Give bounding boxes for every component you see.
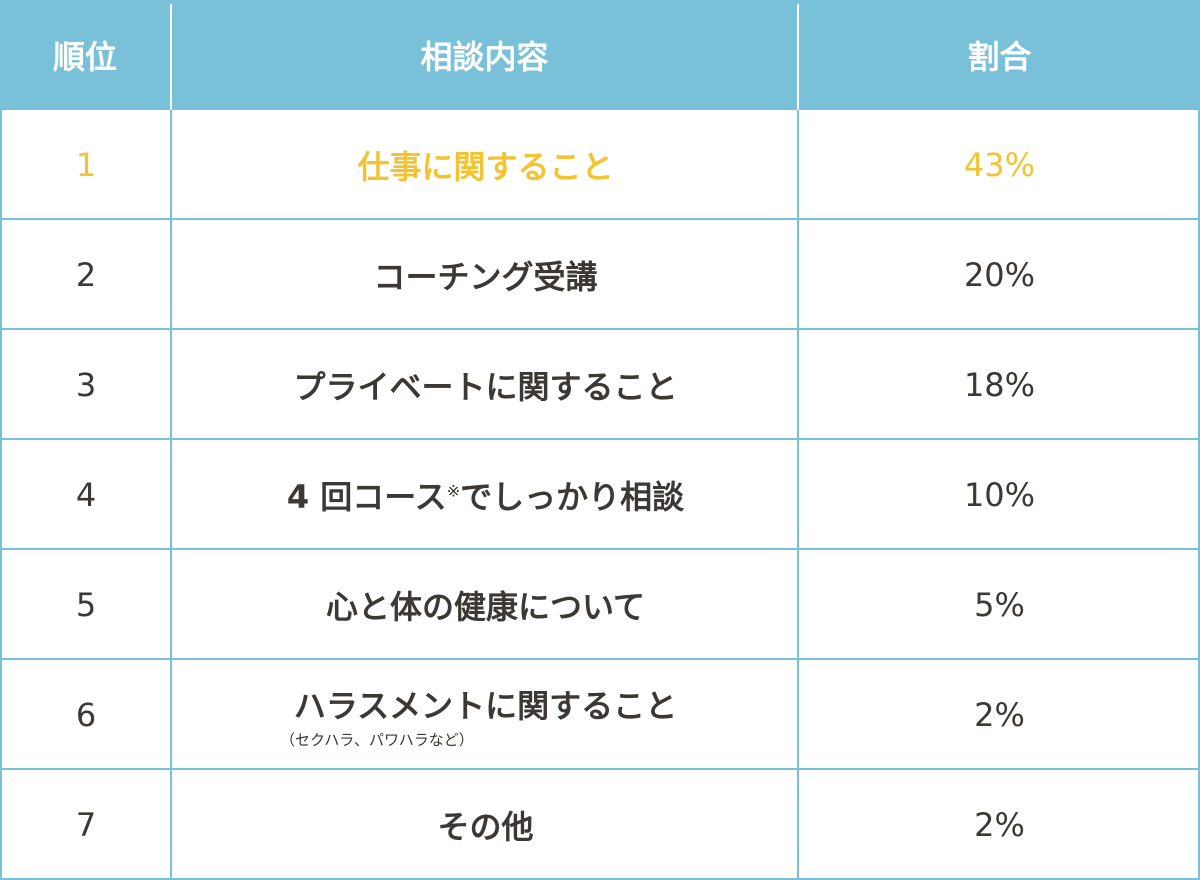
- table-row: 4 4 回コース※でしっかり相談 10%: [0, 440, 1200, 550]
- header-rank: 順位: [52, 38, 117, 76]
- ratio-cell: 18%: [963, 366, 1036, 404]
- row-divider: [0, 328, 1200, 330]
- content-cell: 4 回コース※でしっかり相談: [172, 440, 799, 550]
- column-divider: [797, 110, 799, 880]
- rank-cell: 4: [75, 476, 97, 514]
- ratio-cell: 2%: [974, 806, 1025, 844]
- content-suffix: でしっかり相談: [460, 478, 685, 516]
- content-prefix: 4 回コース: [286, 478, 447, 516]
- content-cell: コーチング受講: [373, 258, 598, 296]
- table-row: 6 ハラスメントに関すること （セクハラ、パワハラなど） 2%: [0, 660, 1200, 770]
- row-divider: [0, 218, 1200, 220]
- rank-cell: 5: [75, 586, 97, 624]
- table-header: 順位 相談内容 割合: [0, 0, 1200, 110]
- content-note: （セクハラ、パワハラなど）: [280, 730, 474, 749]
- header-divider: [170, 4, 172, 110]
- table-row: 7 その他 2%: [0, 770, 1200, 880]
- rank-cell: 1: [75, 146, 97, 184]
- table-row: 1 仕事に関すること 43%: [0, 110, 1200, 220]
- content-cell: 心と体の健康について: [325, 588, 646, 626]
- header-content: 相談内容: [420, 38, 549, 76]
- ratio-cell: 2%: [974, 696, 1025, 734]
- ratio-cell: 20%: [963, 256, 1036, 294]
- table-row: 5 心と体の健康について 5%: [0, 550, 1200, 660]
- rank-cell: 3: [75, 366, 97, 404]
- content-cell: ハラスメントに関すること （セクハラ、パワハラなど）: [172, 660, 799, 770]
- footnote-mark: ※: [446, 481, 461, 501]
- table-row: 3 プライベートに関すること 18%: [0, 330, 1200, 440]
- content-cell: プライベートに関すること: [293, 368, 678, 406]
- content-cell: その他: [437, 808, 534, 846]
- rank-cell: 7: [75, 806, 97, 844]
- ratio-cell: 10%: [963, 476, 1036, 514]
- content-text: 4 回コース※でしっかり相談: [287, 472, 684, 518]
- header-ratio: 割合: [967, 38, 1032, 76]
- rank-cell: 6: [75, 696, 97, 734]
- row-divider: [0, 658, 1200, 660]
- ratio-cell: 5%: [974, 586, 1025, 624]
- row-divider: [0, 548, 1200, 550]
- content-cell: 仕事に関すること: [357, 148, 614, 186]
- row-divider: [0, 438, 1200, 440]
- content-text: ハラスメントに関すること: [293, 686, 678, 725]
- header-divider: [797, 4, 799, 110]
- row-divider: [0, 768, 1200, 770]
- ratio-cell: 43%: [963, 146, 1036, 184]
- column-divider: [170, 110, 172, 880]
- table-body-frame: [0, 110, 1200, 880]
- rank-cell: 2: [75, 256, 97, 294]
- table-row: 2 コーチング受講 20%: [0, 220, 1200, 330]
